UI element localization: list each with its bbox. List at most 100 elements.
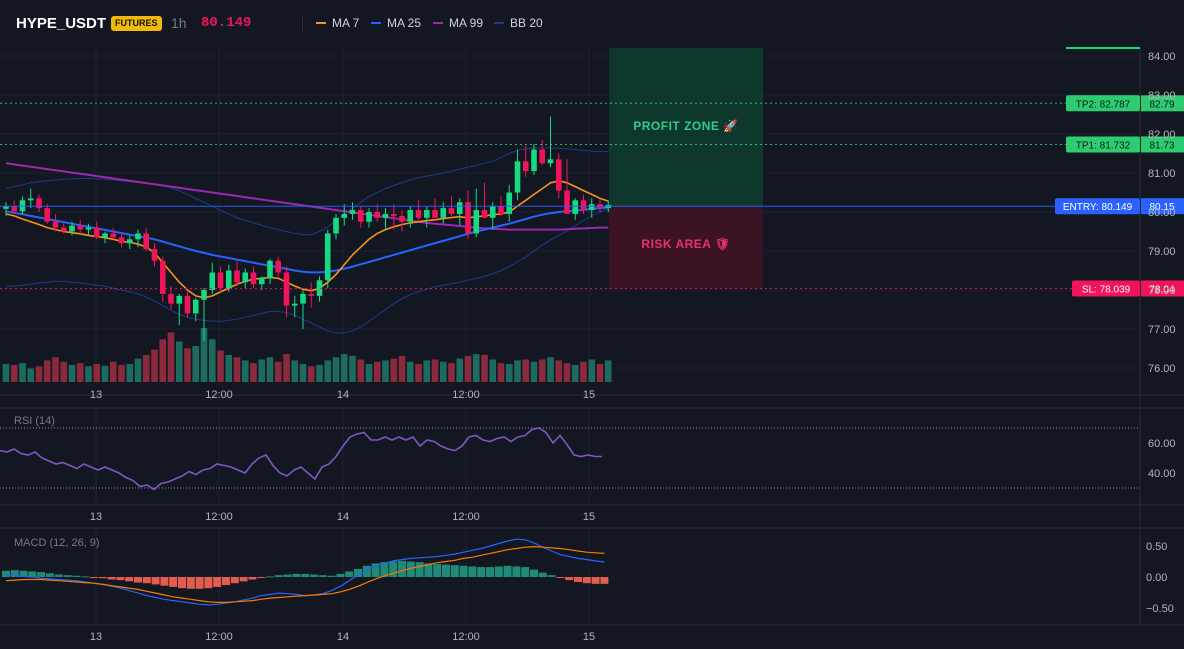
candle-body xyxy=(291,303,298,306)
candle-body xyxy=(85,227,92,230)
candle-body xyxy=(382,213,389,218)
legend-ma7[interactable]: MA 7 xyxy=(316,16,359,30)
macd-histogram-bar xyxy=(371,563,380,577)
macd-histogram-bar xyxy=(213,577,222,587)
macd-histogram-bar xyxy=(468,566,477,577)
volume-bar xyxy=(241,360,249,382)
volume-bar xyxy=(456,358,464,382)
candle-body xyxy=(440,208,447,218)
macd-tick-label: 0.00 xyxy=(1146,572,1167,584)
candle-body xyxy=(349,210,356,214)
candle-body xyxy=(456,202,463,214)
bollinger-bands xyxy=(5,147,609,334)
macd-histogram-bar xyxy=(248,577,257,580)
candle-body xyxy=(580,200,587,211)
candle-body xyxy=(126,239,133,244)
volume-bar xyxy=(233,357,241,382)
macd-signal-line xyxy=(5,545,605,603)
volume-bar xyxy=(588,359,596,382)
volume-bar xyxy=(530,361,538,382)
legend-bb20[interactable]: BB 20 xyxy=(494,16,543,30)
time-tick-label: 14 xyxy=(337,511,349,523)
macd-histogram-bar xyxy=(591,577,600,584)
grid-lines xyxy=(0,48,1184,626)
volume-bar xyxy=(596,364,604,382)
volume-bar xyxy=(274,361,282,382)
time-tick-label: 15 xyxy=(583,389,595,401)
volume-bar xyxy=(415,364,422,382)
legend-ma7-label: MA 7 xyxy=(332,16,360,30)
volume-bar xyxy=(349,355,356,382)
volume-bar xyxy=(307,366,315,382)
volume-bar xyxy=(134,358,142,382)
candle-body xyxy=(192,299,199,314)
volume-bar xyxy=(398,355,406,382)
candle-body xyxy=(44,208,51,222)
volume-bar xyxy=(93,364,101,382)
macd-histogram-bar xyxy=(389,561,398,577)
candle-body xyxy=(135,233,141,240)
candle-body xyxy=(374,212,381,218)
tp1-tag-label: TP1: 81.732 xyxy=(1076,140,1131,151)
candle-body xyxy=(283,272,290,306)
candle-body xyxy=(60,227,67,232)
macd-histogram-bar xyxy=(125,577,134,582)
volume-bar xyxy=(250,363,257,382)
candle-body xyxy=(184,295,191,314)
volume-bar xyxy=(439,361,447,382)
legend-ma99[interactable]: MA 99 xyxy=(433,16,483,30)
macd-histogram-bar xyxy=(538,572,547,577)
candle-body xyxy=(143,233,150,250)
ma7-swatch xyxy=(316,21,326,24)
candle-body xyxy=(217,272,224,289)
macd-histogram-bar xyxy=(63,575,72,577)
volume-bar xyxy=(365,364,373,382)
rsi-tick-label: 40.00 xyxy=(1148,468,1176,480)
macd-histogram-bar xyxy=(582,577,591,584)
candle-body xyxy=(267,260,273,279)
candle-body xyxy=(407,210,414,222)
rsi-pane: 60.00 40.00 xyxy=(0,427,1176,491)
candle-body xyxy=(399,215,405,222)
time-tick-label: 12:00 xyxy=(452,631,480,643)
volume-bar xyxy=(538,359,546,382)
legend-ma25-label: MA 25 xyxy=(387,16,422,30)
volume-bar xyxy=(423,360,431,382)
rsi-tick-label: 60.00 xyxy=(1148,438,1176,450)
volume-bar xyxy=(580,361,587,382)
macd-histogram-bar xyxy=(116,577,125,581)
candle-body xyxy=(52,221,59,228)
macd-histogram-bar xyxy=(274,575,283,577)
macd-histogram-bar xyxy=(169,577,178,587)
volume-bar xyxy=(266,357,274,382)
candle-body xyxy=(102,233,108,238)
candle-body xyxy=(432,210,438,218)
profit-zone xyxy=(609,48,763,207)
volume-bar xyxy=(390,358,398,382)
candle-body xyxy=(522,161,529,172)
symbol-name[interactable]: HYPE_USDT xyxy=(16,15,107,32)
price-tick-label: 78.00 xyxy=(1148,285,1176,297)
interval-label[interactable]: 1h xyxy=(171,15,187,31)
ma99-swatch xyxy=(433,21,443,24)
volume-bar xyxy=(225,355,233,382)
candle-body xyxy=(151,249,158,261)
entry-axis-tag xyxy=(1141,198,1184,215)
macd-histogram-bar xyxy=(37,572,46,577)
macd-histogram-bar xyxy=(239,577,248,582)
volume-bar xyxy=(200,328,208,382)
legend-ma25[interactable]: MA 25 xyxy=(371,16,421,30)
candle-body xyxy=(308,293,315,296)
macd-histogram-bar xyxy=(160,577,169,586)
profit-zone-label: PROFIT ZONE 🚀 xyxy=(633,119,738,133)
time-tick-label: 13 xyxy=(90,631,102,643)
bb-lower-line xyxy=(6,207,609,334)
volume-bar xyxy=(406,361,414,382)
tp1-tag xyxy=(1066,136,1140,153)
volume-bar xyxy=(324,360,332,382)
macd-pane: 0.50 0.00 −0.50 xyxy=(2,538,1174,615)
candle-body xyxy=(176,295,183,304)
candle-body xyxy=(110,233,117,238)
macd-histogram-bar xyxy=(433,563,442,577)
